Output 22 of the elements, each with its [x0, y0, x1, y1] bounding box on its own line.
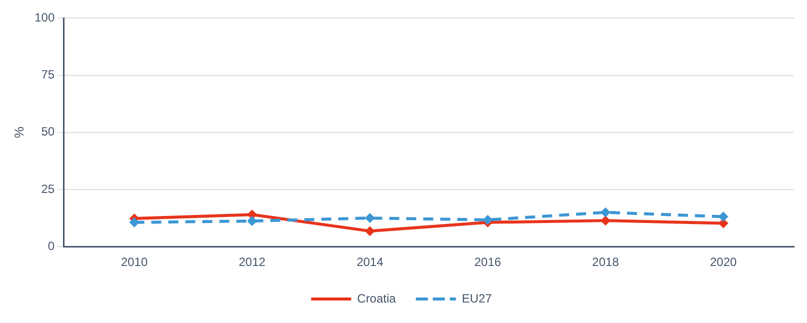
- point: [247, 216, 258, 226]
- x-tick-label: 2020: [710, 255, 737, 270]
- y-axis-title: %: [11, 126, 26, 138]
- legend-label: Croatia: [357, 291, 396, 306]
- point: [600, 207, 611, 218]
- x-tick-label: 2016: [474, 255, 502, 270]
- x-tick-label: 2014: [356, 255, 384, 270]
- legend-label: EU27: [462, 291, 492, 306]
- point: [718, 212, 728, 222]
- y-tick-label: 100: [34, 10, 55, 25]
- x-tick-label: 2010: [120, 255, 148, 270]
- point: [129, 217, 140, 228]
- point: [600, 216, 611, 226]
- y-tick-label: 25: [41, 182, 55, 196]
- point: [364, 213, 375, 224]
- x-tick-label: 2018: [592, 255, 620, 270]
- x-tick-label: 2012: [238, 255, 266, 270]
- y-tick-label: 50: [41, 124, 55, 139]
- point: [482, 214, 493, 225]
- point: [364, 226, 375, 236]
- y-tick-label: 0: [48, 238, 55, 253]
- y-tick-label: 75: [41, 68, 55, 82]
